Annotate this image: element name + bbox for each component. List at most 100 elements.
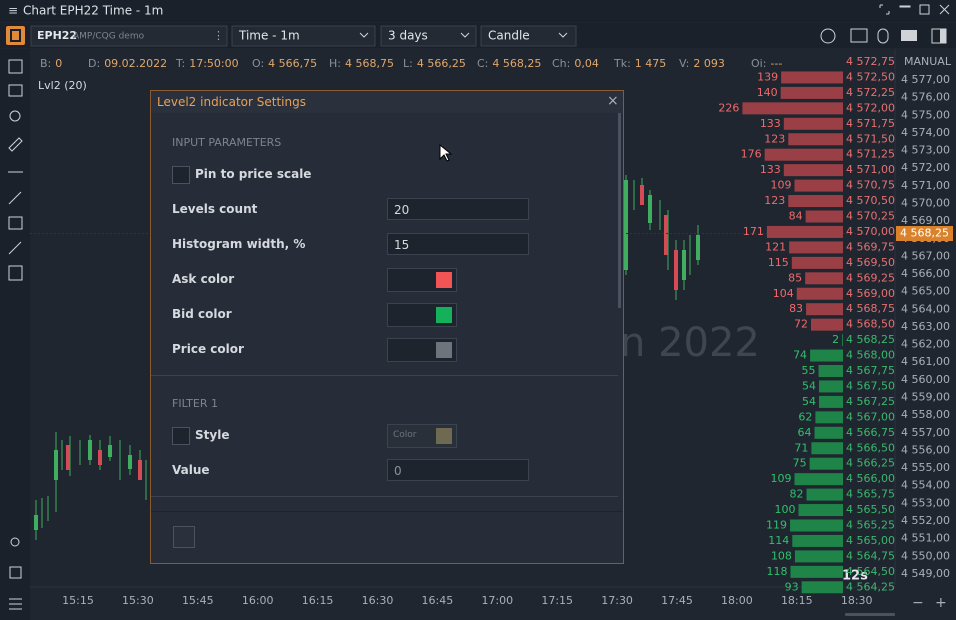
info-label: H: bbox=[329, 57, 341, 70]
price-tick-label: 4 564,00 bbox=[901, 302, 950, 315]
value-input[interactable]: 0 bbox=[387, 459, 529, 481]
histogram-input[interactable]: 15 bbox=[387, 233, 529, 255]
info-value: 2 093 bbox=[693, 57, 725, 70]
price-color[interactable] bbox=[387, 338, 457, 362]
settings-dialog: Level2 indicator Settings × INPUT PARAME… bbox=[150, 90, 624, 564]
info-item: O: 4 566,75 bbox=[252, 57, 317, 70]
level2-bar bbox=[783, 164, 843, 177]
level2-price: 4 567,50 bbox=[846, 379, 895, 392]
time-tick-label: 18:00 bbox=[721, 594, 753, 607]
level2-bar bbox=[788, 133, 843, 146]
ask-color[interactable] bbox=[387, 268, 457, 292]
price-tick-label: 4 561,00 bbox=[901, 355, 950, 368]
period: 3 days bbox=[388, 29, 428, 43]
cursor bbox=[439, 143, 453, 162]
level2-price: 4 565,25 bbox=[846, 519, 895, 532]
checkbox[interactable] bbox=[172, 166, 190, 184]
level2-price: 4 569,00 bbox=[846, 287, 895, 300]
current-price-box bbox=[896, 226, 953, 241]
price-axis-mode[interactable]: MANUAL bbox=[904, 55, 952, 68]
level2-bar bbox=[815, 411, 843, 424]
time-tick-label: 16:15 bbox=[302, 594, 334, 607]
level2-volume: 226 bbox=[718, 101, 739, 114]
menu-icon[interactable]: ≡ bbox=[8, 4, 18, 18]
price-tick-label: 4 570,00 bbox=[901, 196, 950, 209]
info-item: H: 4 568,75 bbox=[329, 57, 394, 70]
divider bbox=[151, 496, 618, 497]
time-tick-label: 16:00 bbox=[242, 594, 274, 607]
price-tick-label: 4 557,00 bbox=[901, 426, 950, 439]
chart-type: Candle bbox=[488, 29, 530, 43]
level2-bar bbox=[818, 380, 843, 393]
field-label: Pin to price scale bbox=[195, 167, 312, 181]
toolbar-icons[interactable] bbox=[820, 28, 947, 44]
level2-volume: 119 bbox=[766, 519, 787, 532]
price-tick-label: 4 572,00 bbox=[901, 161, 950, 174]
level2-price: 4 570,25 bbox=[846, 210, 895, 223]
field-label: Levels count bbox=[172, 202, 258, 216]
chart-type-select[interactable] bbox=[480, 25, 577, 47]
level2-volume: 85 bbox=[788, 271, 802, 284]
info-value: 4 566,25 bbox=[417, 57, 466, 70]
level2-bar bbox=[790, 565, 843, 578]
time-tick-label: 15:45 bbox=[182, 594, 214, 607]
save-button[interactable] bbox=[173, 526, 195, 548]
info-item: Oi: --- bbox=[751, 57, 782, 70]
level2-bar bbox=[818, 365, 843, 377]
symbol-box[interactable] bbox=[30, 25, 228, 47]
level2-price: 4 572,00 bbox=[846, 101, 895, 114]
bid-color[interactable] bbox=[387, 303, 457, 327]
window-title: Chart EPH22 Time - 1m bbox=[23, 4, 163, 18]
level2-bar bbox=[842, 334, 843, 347]
price-tick-label: 4 573,00 bbox=[901, 144, 950, 157]
level2-bar bbox=[791, 256, 843, 269]
price-tick-label: 4 567,00 bbox=[901, 249, 950, 262]
levels-input[interactable]: 20 bbox=[387, 198, 529, 220]
timeframe-select[interactable] bbox=[231, 25, 376, 47]
price-tick-label: 4 576,00 bbox=[901, 91, 950, 104]
level2-price: 4 571,25 bbox=[846, 148, 895, 161]
level2-bar bbox=[809, 457, 843, 470]
price-tick-label: 4 558,00 bbox=[901, 408, 950, 421]
filter-color[interactable]: Color bbox=[387, 424, 457, 448]
sidebar-icons[interactable] bbox=[8, 59, 23, 610]
time-tick-label: 18:15 bbox=[781, 594, 813, 607]
dialog-scrollbar[interactable] bbox=[618, 113, 621, 308]
window-controls[interactable] bbox=[879, 4, 950, 15]
level2-volume: 72 bbox=[794, 318, 808, 331]
level2-bar bbox=[781, 71, 843, 84]
close-button[interactable]: × bbox=[607, 93, 619, 109]
time-tick-label: 17:15 bbox=[541, 594, 573, 607]
price-tick-label: 4 560,00 bbox=[901, 373, 950, 386]
divider bbox=[151, 375, 618, 376]
level2-volume: 82 bbox=[790, 488, 804, 501]
time-tick-label: 15:30 bbox=[122, 594, 154, 607]
current-price: 4 568,25 bbox=[900, 227, 949, 240]
info-value: 09.02.2022 bbox=[104, 57, 167, 70]
level2-bar bbox=[742, 102, 843, 115]
level2-bar bbox=[789, 241, 843, 254]
time-tick-label: 17:00 bbox=[481, 594, 513, 607]
time-tick-label: 15:15 bbox=[62, 594, 94, 607]
level2-bar bbox=[801, 581, 843, 594]
panel-toggle[interactable] bbox=[6, 26, 25, 45]
info-label: Ch: bbox=[552, 57, 570, 70]
info-label: C: bbox=[477, 57, 488, 70]
scrollbar[interactable] bbox=[845, 613, 895, 616]
info-label: Tk: bbox=[613, 57, 631, 70]
level2-volume: 62 bbox=[798, 410, 812, 423]
zoom-in[interactable]: + bbox=[935, 595, 947, 611]
period-select[interactable] bbox=[380, 25, 477, 47]
more-icon[interactable]: ⋮ bbox=[213, 29, 224, 42]
checkbox[interactable] bbox=[172, 427, 190, 445]
level2-bar bbox=[796, 287, 843, 300]
price-tick-label: 4 552,00 bbox=[901, 514, 950, 527]
zoom-out[interactable]: − bbox=[912, 595, 924, 611]
info-label: V: bbox=[679, 57, 689, 70]
level2-price: 4 565,75 bbox=[846, 488, 895, 501]
level2-price: 4 570,75 bbox=[846, 179, 895, 192]
level2-price: 4 565,00 bbox=[846, 534, 895, 547]
info-item: T: 17:50:00 bbox=[175, 57, 239, 70]
level2-bar bbox=[811, 442, 843, 455]
field-label: Value bbox=[172, 463, 210, 477]
